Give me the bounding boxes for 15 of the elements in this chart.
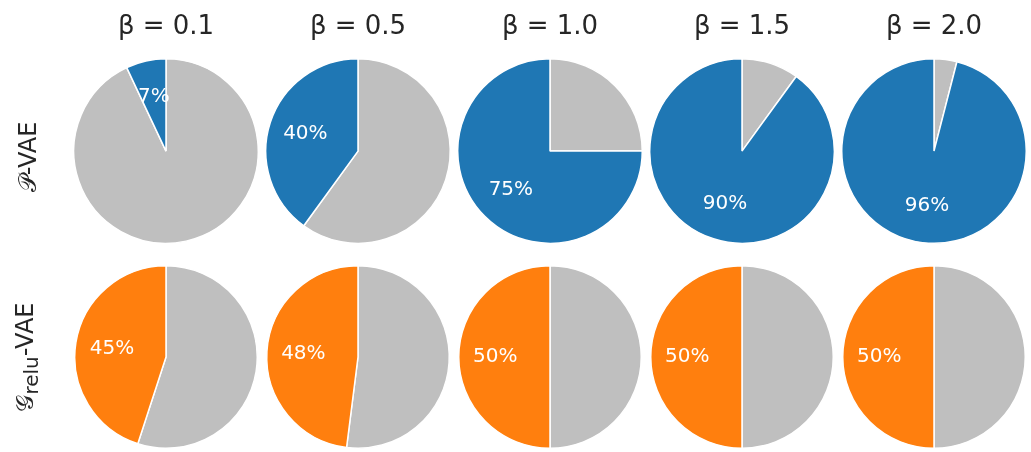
data-label: 50%	[473, 343, 518, 368]
data-label: 45%	[89, 334, 135, 359]
chart-title: β = 1.0	[501, 10, 599, 41]
data-label: 48%	[281, 339, 326, 364]
chart-title: β = 2.0	[885, 10, 983, 41]
data-label: 90%	[702, 189, 748, 214]
data-label: 40%	[283, 120, 328, 145]
data-label: 75%	[488, 176, 534, 201]
chart-title: β = 0.5	[309, 10, 407, 41]
text: 𝒫-VAE	[13, 121, 43, 193]
data-label: 50%	[857, 343, 902, 368]
data-label: 96%	[904, 192, 950, 217]
chart-title: β = 0.1	[117, 10, 215, 41]
data-label: 50%	[665, 343, 710, 368]
chart-title: β = 1.5	[693, 10, 791, 41]
